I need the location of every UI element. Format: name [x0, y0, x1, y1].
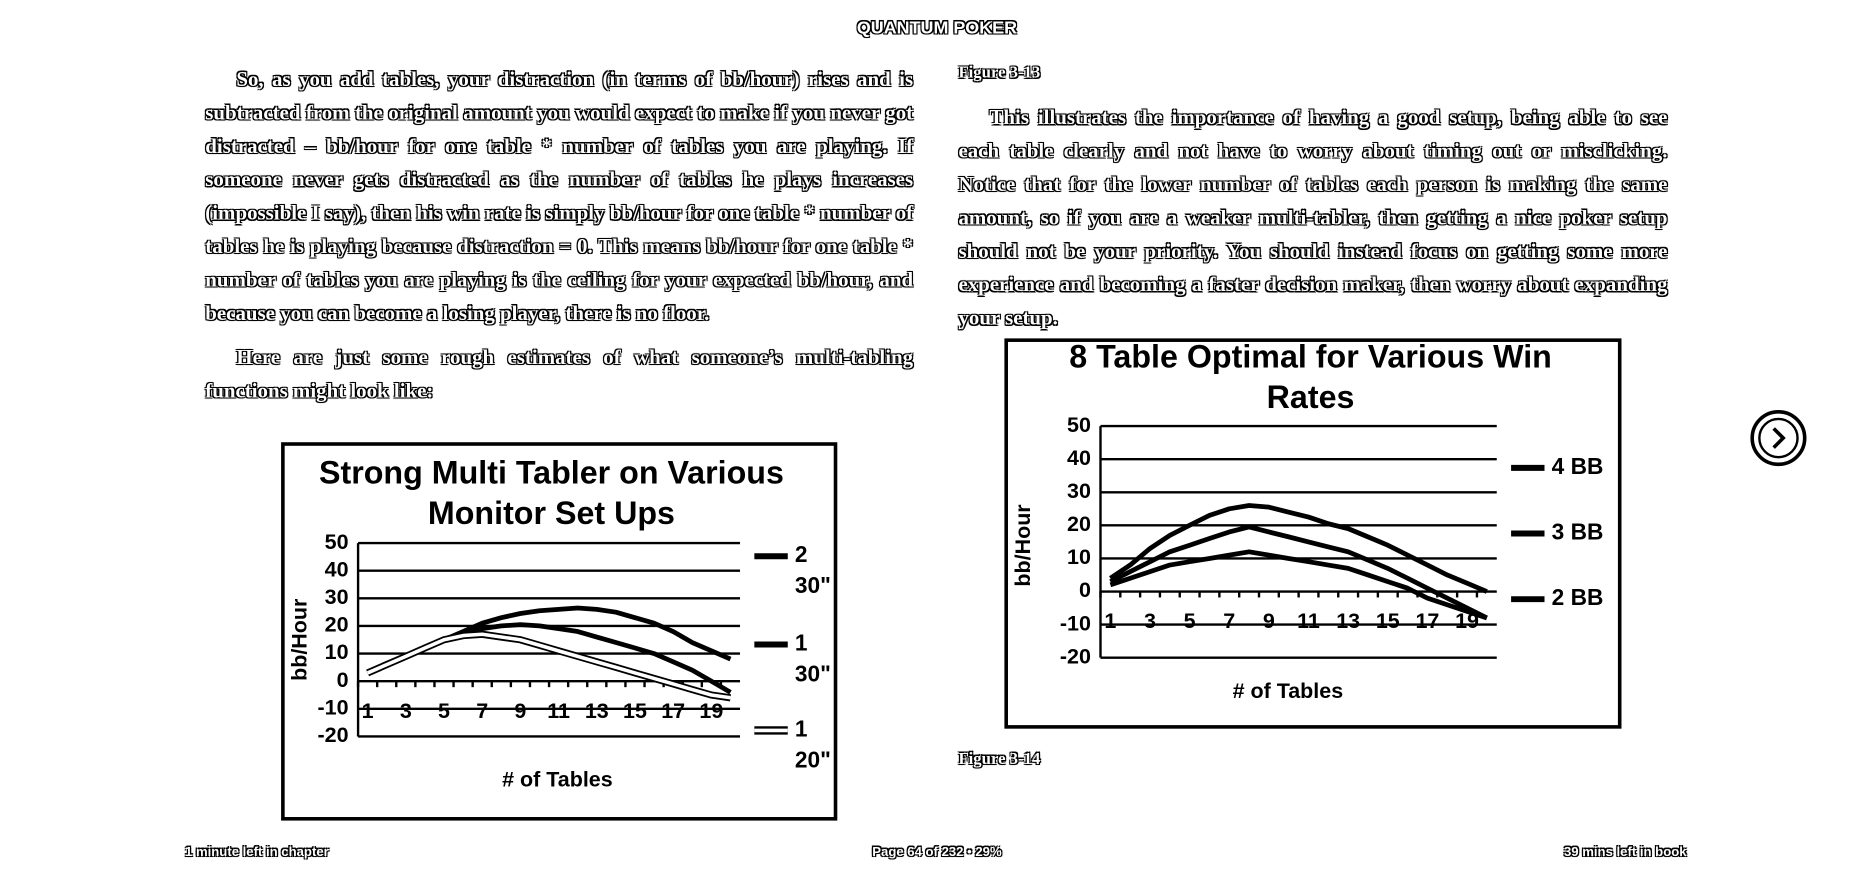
left-column: So, as you add tables, your distraction … — [205, 62, 913, 407]
legend-label: 1 20" — [794, 717, 831, 774]
legend-label: 3 BB — [1551, 520, 1604, 546]
x-tick-label: 3 — [1144, 609, 1156, 633]
y-tick-label: 20 — [1067, 512, 1091, 536]
x-tick-label: 1 — [1104, 609, 1116, 633]
x-tick-label: 7 — [476, 699, 488, 723]
series-line — [366, 632, 731, 700]
next-arrow — [1772, 427, 1786, 449]
x-tick-label: 11 — [547, 699, 570, 723]
right-column: This illustrates the importance of havin… — [958, 100, 1667, 334]
legend-label: 1 30" — [794, 631, 831, 688]
y-tick-label: -20 — [1060, 644, 1091, 668]
figure-caption: Figure 3-14 — [958, 750, 1041, 769]
x-tick-label: 19 — [699, 699, 723, 723]
x-tick-label: 5 — [438, 699, 450, 723]
x-tick-label: 7 — [1223, 609, 1235, 633]
x-tick-label: 15 — [623, 699, 647, 723]
y-tick-label: 30 — [325, 585, 349, 609]
y-tick-label: 0 — [337, 668, 349, 692]
y-axis-label: bb/Hour — [1011, 504, 1035, 587]
x-axis-label: # of Tables — [502, 767, 613, 791]
next-page-icon — [1758, 417, 1799, 459]
y-tick-label: 40 — [325, 557, 349, 581]
x-tick-label: 17 — [661, 699, 685, 723]
x-tick-label: 17 — [1415, 609, 1439, 633]
x-tick-label: 5 — [1184, 609, 1196, 633]
y-tick-label: 50 — [1067, 413, 1091, 437]
paragraph: Here are just some rough estimates of wh… — [205, 344, 914, 403]
chart-title: Strong Multi Tabler on Various Monitor S… — [318, 454, 784, 532]
series-line — [1109, 524, 1488, 621]
paragraph: This illustrates the importance of havin… — [958, 105, 1668, 330]
y-tick-label: 10 — [325, 640, 349, 664]
chapter-time: 1 minute left in chapter — [185, 845, 329, 860]
y-tick-label: -10 — [317, 695, 348, 719]
x-tick-label: 9 — [514, 699, 526, 723]
y-tick-label: -10 — [1060, 611, 1091, 635]
y-tick-label: 30 — [1067, 479, 1091, 503]
paragraph: So, as you add tables, your distraction … — [205, 66, 914, 325]
page-position: Page 64 of 232 • 29% — [872, 845, 1002, 860]
x-tick-label: 11 — [1297, 609, 1320, 633]
legend-label: 2 BB — [1551, 586, 1604, 612]
x-tick-label: 3 — [400, 699, 412, 723]
y-axis-label: bb/Hour — [287, 598, 311, 681]
book-time: 39 mins left in book — [1563, 845, 1687, 860]
chart-frame — [281, 442, 838, 821]
book-title: QUANTUM POKER — [856, 17, 1018, 39]
x-tick-label: 13 — [1336, 609, 1360, 633]
y-tick-label: 50 — [325, 530, 349, 554]
y-tick-label: 0 — [1079, 578, 1091, 602]
x-axis-label: # of Tables — [1233, 679, 1344, 703]
chart-title: 8 Table Optimal for Various Win Rates — [1069, 338, 1552, 416]
x-tick-label: 1 — [362, 699, 374, 723]
figure-caption: Figure 3-13 — [958, 64, 1041, 83]
y-tick-label: -20 — [317, 723, 348, 747]
series-line — [1109, 549, 1488, 621]
legend-label: 2 30" — [794, 543, 831, 600]
y-tick-label: 10 — [1067, 545, 1091, 569]
x-tick-label: 15 — [1376, 609, 1400, 633]
x-tick-label: 13 — [585, 699, 609, 723]
series-line — [1109, 503, 1488, 594]
y-tick-label: 40 — [1067, 446, 1091, 470]
legend-label: 4 BB — [1551, 454, 1604, 480]
y-tick-label: 20 — [325, 613, 349, 637]
x-tick-label: 9 — [1263, 609, 1275, 633]
